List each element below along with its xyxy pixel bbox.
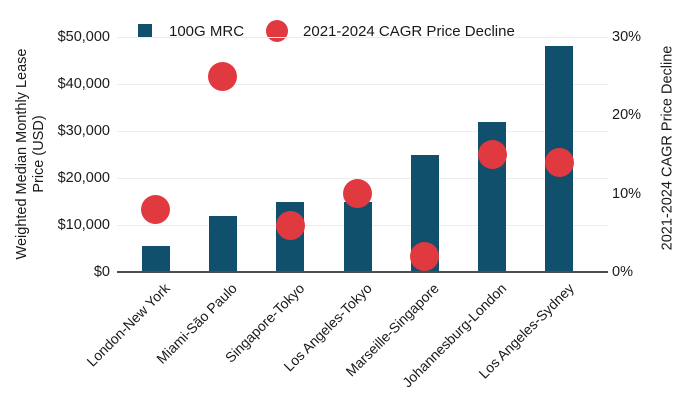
gridline [117, 130, 608, 132]
y-tick-left: $40,000 [57, 76, 110, 92]
y-tick-left: $10,000 [57, 217, 110, 233]
y-axis-title-left-line1: Weighted Median Monthly Lease [14, 48, 30, 260]
y-tick-left: $50,000 [57, 29, 110, 45]
dot-series-swatch-icon [266, 20, 289, 42]
dot-Marseille-Singapore [410, 241, 440, 271]
dot-Johannesburg-London [477, 140, 507, 169]
y-tick-left: $0 [93, 264, 110, 280]
dot-Singapore-Tokyo [275, 210, 305, 240]
gridline [117, 36, 608, 38]
y-tick-right: 10% [612, 185, 642, 202]
y-axis-title-right: 2021-2024 CAGR Price Decline [659, 45, 676, 251]
dot-Los Angeles-Sydney [544, 147, 574, 177]
dot-London-New York [141, 194, 171, 224]
y-tick-right: 30% [612, 29, 642, 45]
y-tick-right: 0% [612, 264, 633, 280]
gridline [117, 177, 608, 179]
legend: 100G MRC 2021-2024 CAGR Price Decline [138, 18, 515, 44]
dot-Miami-São Paulo [208, 61, 238, 91]
y-axis-title-left-line2: Price (USD) [31, 115, 47, 193]
dot-Los Angeles-Tokyo [343, 179, 372, 209]
bar-series-label: 100G MRC [169, 22, 245, 40]
bar-Los Angeles-Tokyo [343, 201, 372, 272]
x-axis-line [117, 271, 608, 273]
bar-series-swatch-icon [138, 24, 152, 38]
bar-Miami-São Paulo [208, 215, 237, 272]
bar-London-New York [141, 246, 170, 272]
y-tick-left: $20,000 [57, 170, 110, 186]
y-axis-title-left: Weighted Median Monthly Lease Price (USD… [14, 49, 48, 260]
y-tick-right: 20% [612, 107, 642, 124]
gridline [117, 83, 608, 85]
dot-series-label: 2021-2024 CAGR Price Decline [303, 22, 515, 40]
y-tick-left: $30,000 [57, 123, 110, 139]
